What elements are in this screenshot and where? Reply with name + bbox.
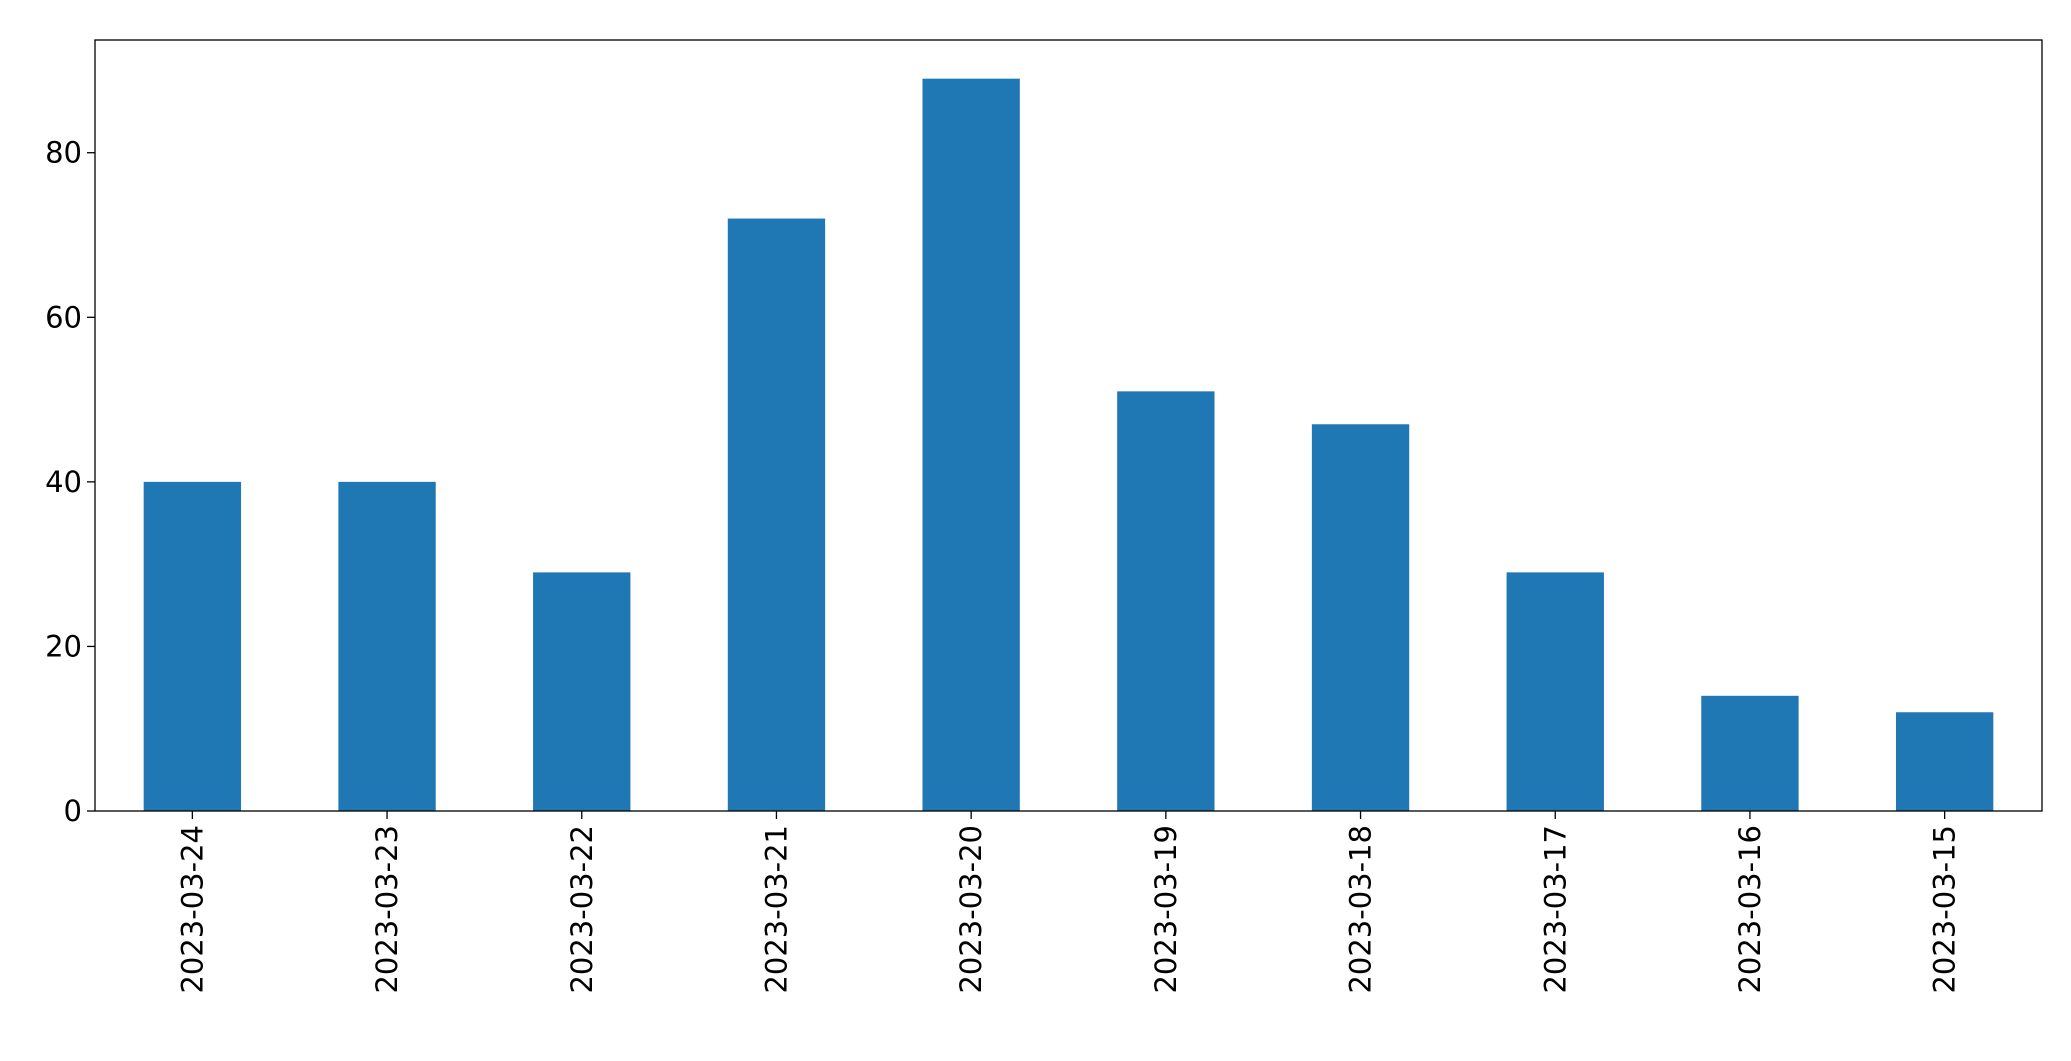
bar-2023-03-20	[922, 78, 1020, 812]
x-tick-label: 2023-03-15	[1928, 825, 1962, 994]
bar-2023-03-17	[1506, 572, 1604, 811]
bar-2023-03-21	[727, 218, 826, 811]
x-tick-label: 2023-03-23	[370, 825, 404, 994]
bar-2023-03-22	[533, 572, 631, 811]
x-tick-label: 2023-03-24	[175, 825, 209, 994]
y-tick-label: 20	[45, 629, 82, 663]
x-tick-label: 2023-03-17	[1538, 825, 1572, 994]
y-tick-label: 60	[45, 300, 82, 334]
y-tick-label: 40	[45, 465, 82, 499]
bar-2023-03-23	[338, 481, 436, 811]
plot-frame	[94, 39, 2043, 812]
x-tick-label: 2023-03-21	[759, 825, 793, 994]
x-tick-label: 2023-03-18	[1344, 825, 1378, 994]
bar-2023-03-16	[1701, 695, 1799, 811]
bar-2023-03-15	[1895, 712, 1994, 811]
bar-2023-03-24	[143, 481, 242, 811]
x-tick-label: 2023-03-22	[565, 825, 599, 994]
x-tick-label: 2023-03-20	[954, 825, 988, 994]
y-tick-label: 0	[64, 794, 82, 828]
y-tick-label: 80	[45, 136, 82, 170]
x-tick-label: 2023-03-19	[1149, 825, 1183, 994]
x-tick-label: 2023-03-16	[1733, 825, 1767, 994]
bar-2023-03-19	[1117, 391, 1215, 811]
bar-2023-03-18	[1311, 424, 1410, 811]
